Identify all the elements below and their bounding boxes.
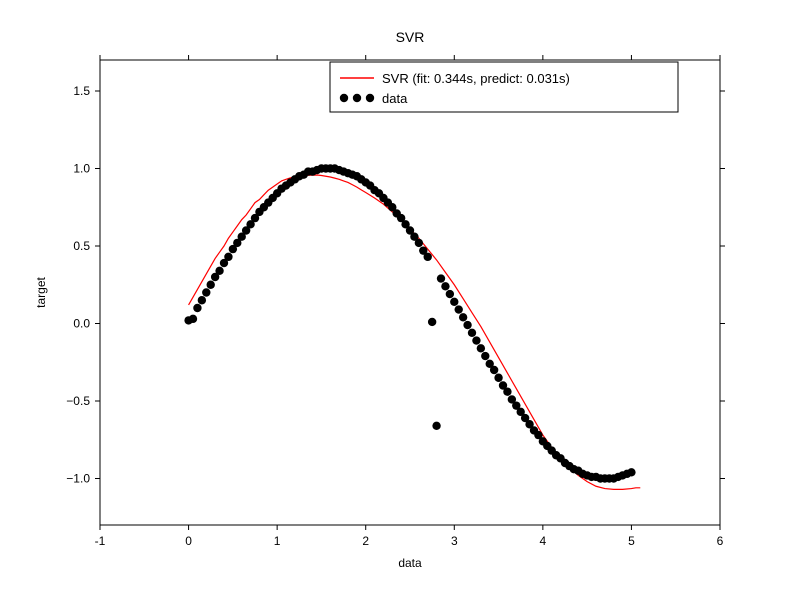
- data-point: [202, 288, 210, 296]
- data-point: [450, 298, 458, 306]
- y-tick-label: 0.0: [73, 317, 90, 331]
- chart-svg: -1 0 1 2 3 4 5 6 −1.0 −0.5 0.0 0.5 1.0 1.5 SVR data targ…: [0, 0, 800, 600]
- chart-title: SVR: [396, 29, 425, 45]
- legend-marker-icon: [366, 94, 374, 102]
- data-point: [215, 267, 223, 275]
- data-point: [198, 296, 206, 304]
- data-point: [207, 281, 215, 289]
- x-tick-label: 5: [628, 534, 635, 548]
- data-point: [477, 344, 485, 352]
- data-point: [503, 388, 511, 396]
- data-point: [490, 366, 498, 374]
- y-axis-label: target: [34, 276, 48, 307]
- data-point: [437, 274, 445, 282]
- y-tick-label: −1.0: [66, 472, 90, 486]
- y-tick-label: −0.5: [66, 394, 90, 408]
- y-tick-label: 0.5: [73, 239, 90, 253]
- legend-marker-icon: [353, 94, 361, 102]
- x-tick-label: -1: [95, 534, 106, 548]
- data-point: [441, 282, 449, 290]
- data-point: [627, 468, 635, 476]
- chart-container: -1 0 1 2 3 4 5 6 −1.0 −0.5 0.0 0.5 1.0 1.5 SVR data targ…: [0, 0, 800, 600]
- data-point: [224, 253, 232, 261]
- legend-scatter-label: data: [382, 91, 408, 106]
- data-point: [432, 422, 440, 430]
- data-point: [472, 336, 480, 344]
- x-tick-label: 3: [451, 534, 458, 548]
- x-axis-label: data: [398, 556, 422, 570]
- data-point: [455, 305, 463, 313]
- data-point: [189, 315, 197, 323]
- x-tick-label: 1: [274, 534, 281, 548]
- data-point: [193, 304, 201, 312]
- y-tick-label: 1.5: [73, 84, 90, 98]
- x-tick-label: 0: [185, 534, 192, 548]
- data-point: [463, 321, 471, 329]
- data-point: [481, 352, 489, 360]
- data-point: [446, 290, 454, 298]
- data-point: [494, 374, 502, 382]
- data-point: [428, 318, 436, 326]
- x-tick-label: 2: [362, 534, 369, 548]
- legend-marker-icon: [340, 94, 348, 102]
- data-point: [415, 239, 423, 247]
- x-tick-label: 6: [717, 534, 724, 548]
- data-point: [424, 253, 432, 261]
- y-tick-label: 1.0: [73, 162, 90, 176]
- legend-line-label: SVR (fit: 0.344s, predict: 0.031s): [382, 71, 570, 86]
- data-point: [468, 329, 476, 337]
- x-tick-label: 4: [540, 534, 547, 548]
- data-point: [459, 313, 467, 321]
